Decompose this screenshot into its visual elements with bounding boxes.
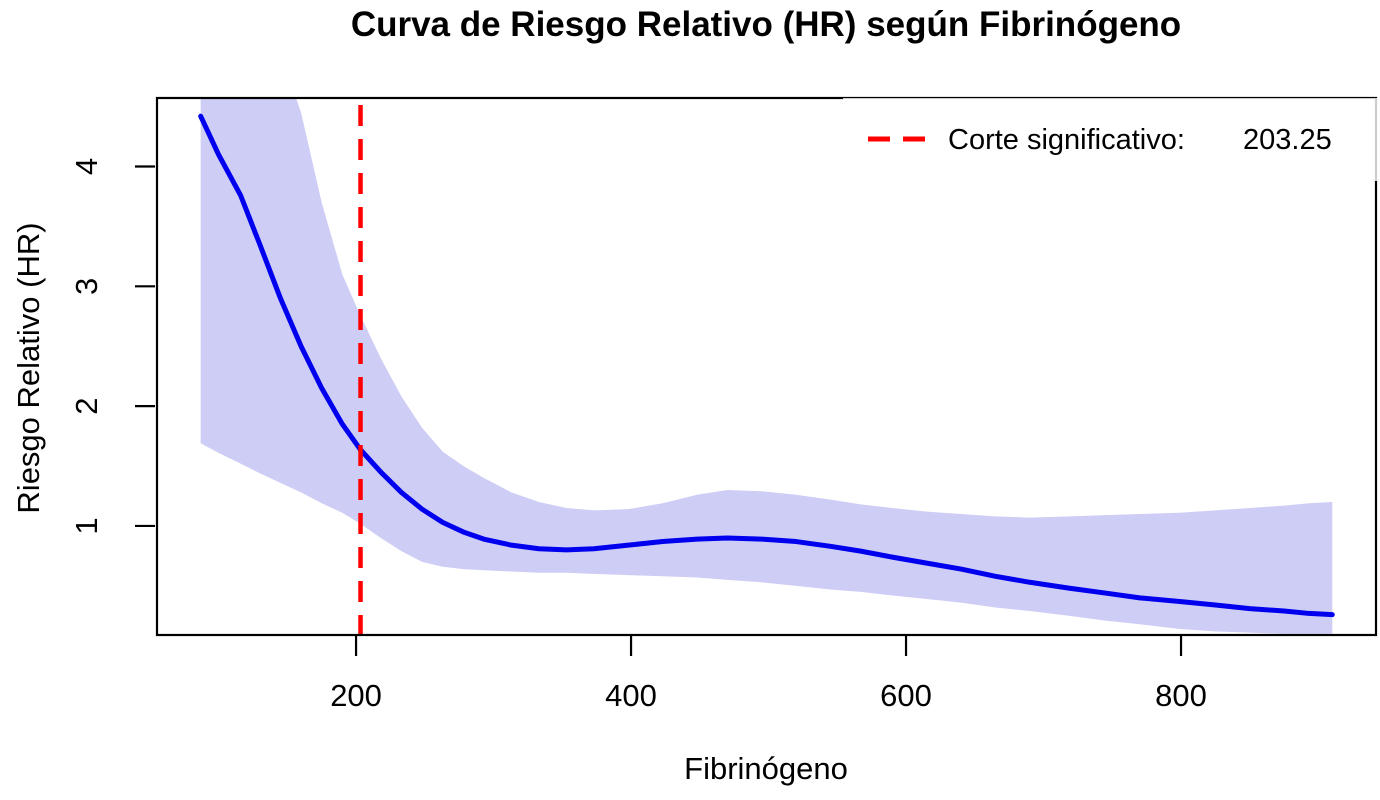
y-tick-label: 1 [69,517,104,534]
x-tick-label: 200 [330,678,382,713]
x-tick-label: 400 [605,678,657,713]
chart-title: Curva de Riesgo Relativo (HR) según Fibr… [350,5,1182,44]
y-axis-label: Riesgo Relativo (HR) [11,222,46,514]
legend-label: Corte significativo: [948,124,1185,156]
plot-border [155,96,1378,637]
x-axis-label: Fibrinógeno [684,751,848,786]
confidence-band [200,98,1333,634]
y-tick-label: 4 [69,158,104,175]
curve-layer [198,113,1335,618]
legend-box [843,98,1380,181]
legend: Corte significativo: 203.25 [843,98,1380,181]
confidence-band-layer [200,98,1333,634]
hr-curve [198,113,1335,618]
y-tick-label: 2 [69,398,104,415]
y-tick-label: 3 [69,278,104,295]
x-tick-label: 600 [880,678,932,713]
axis-ticks: 200 400 600 800 1 2 3 4 [69,158,1207,713]
legend-value: 203.25 [1243,124,1332,156]
x-tick-label: 800 [1155,678,1207,713]
